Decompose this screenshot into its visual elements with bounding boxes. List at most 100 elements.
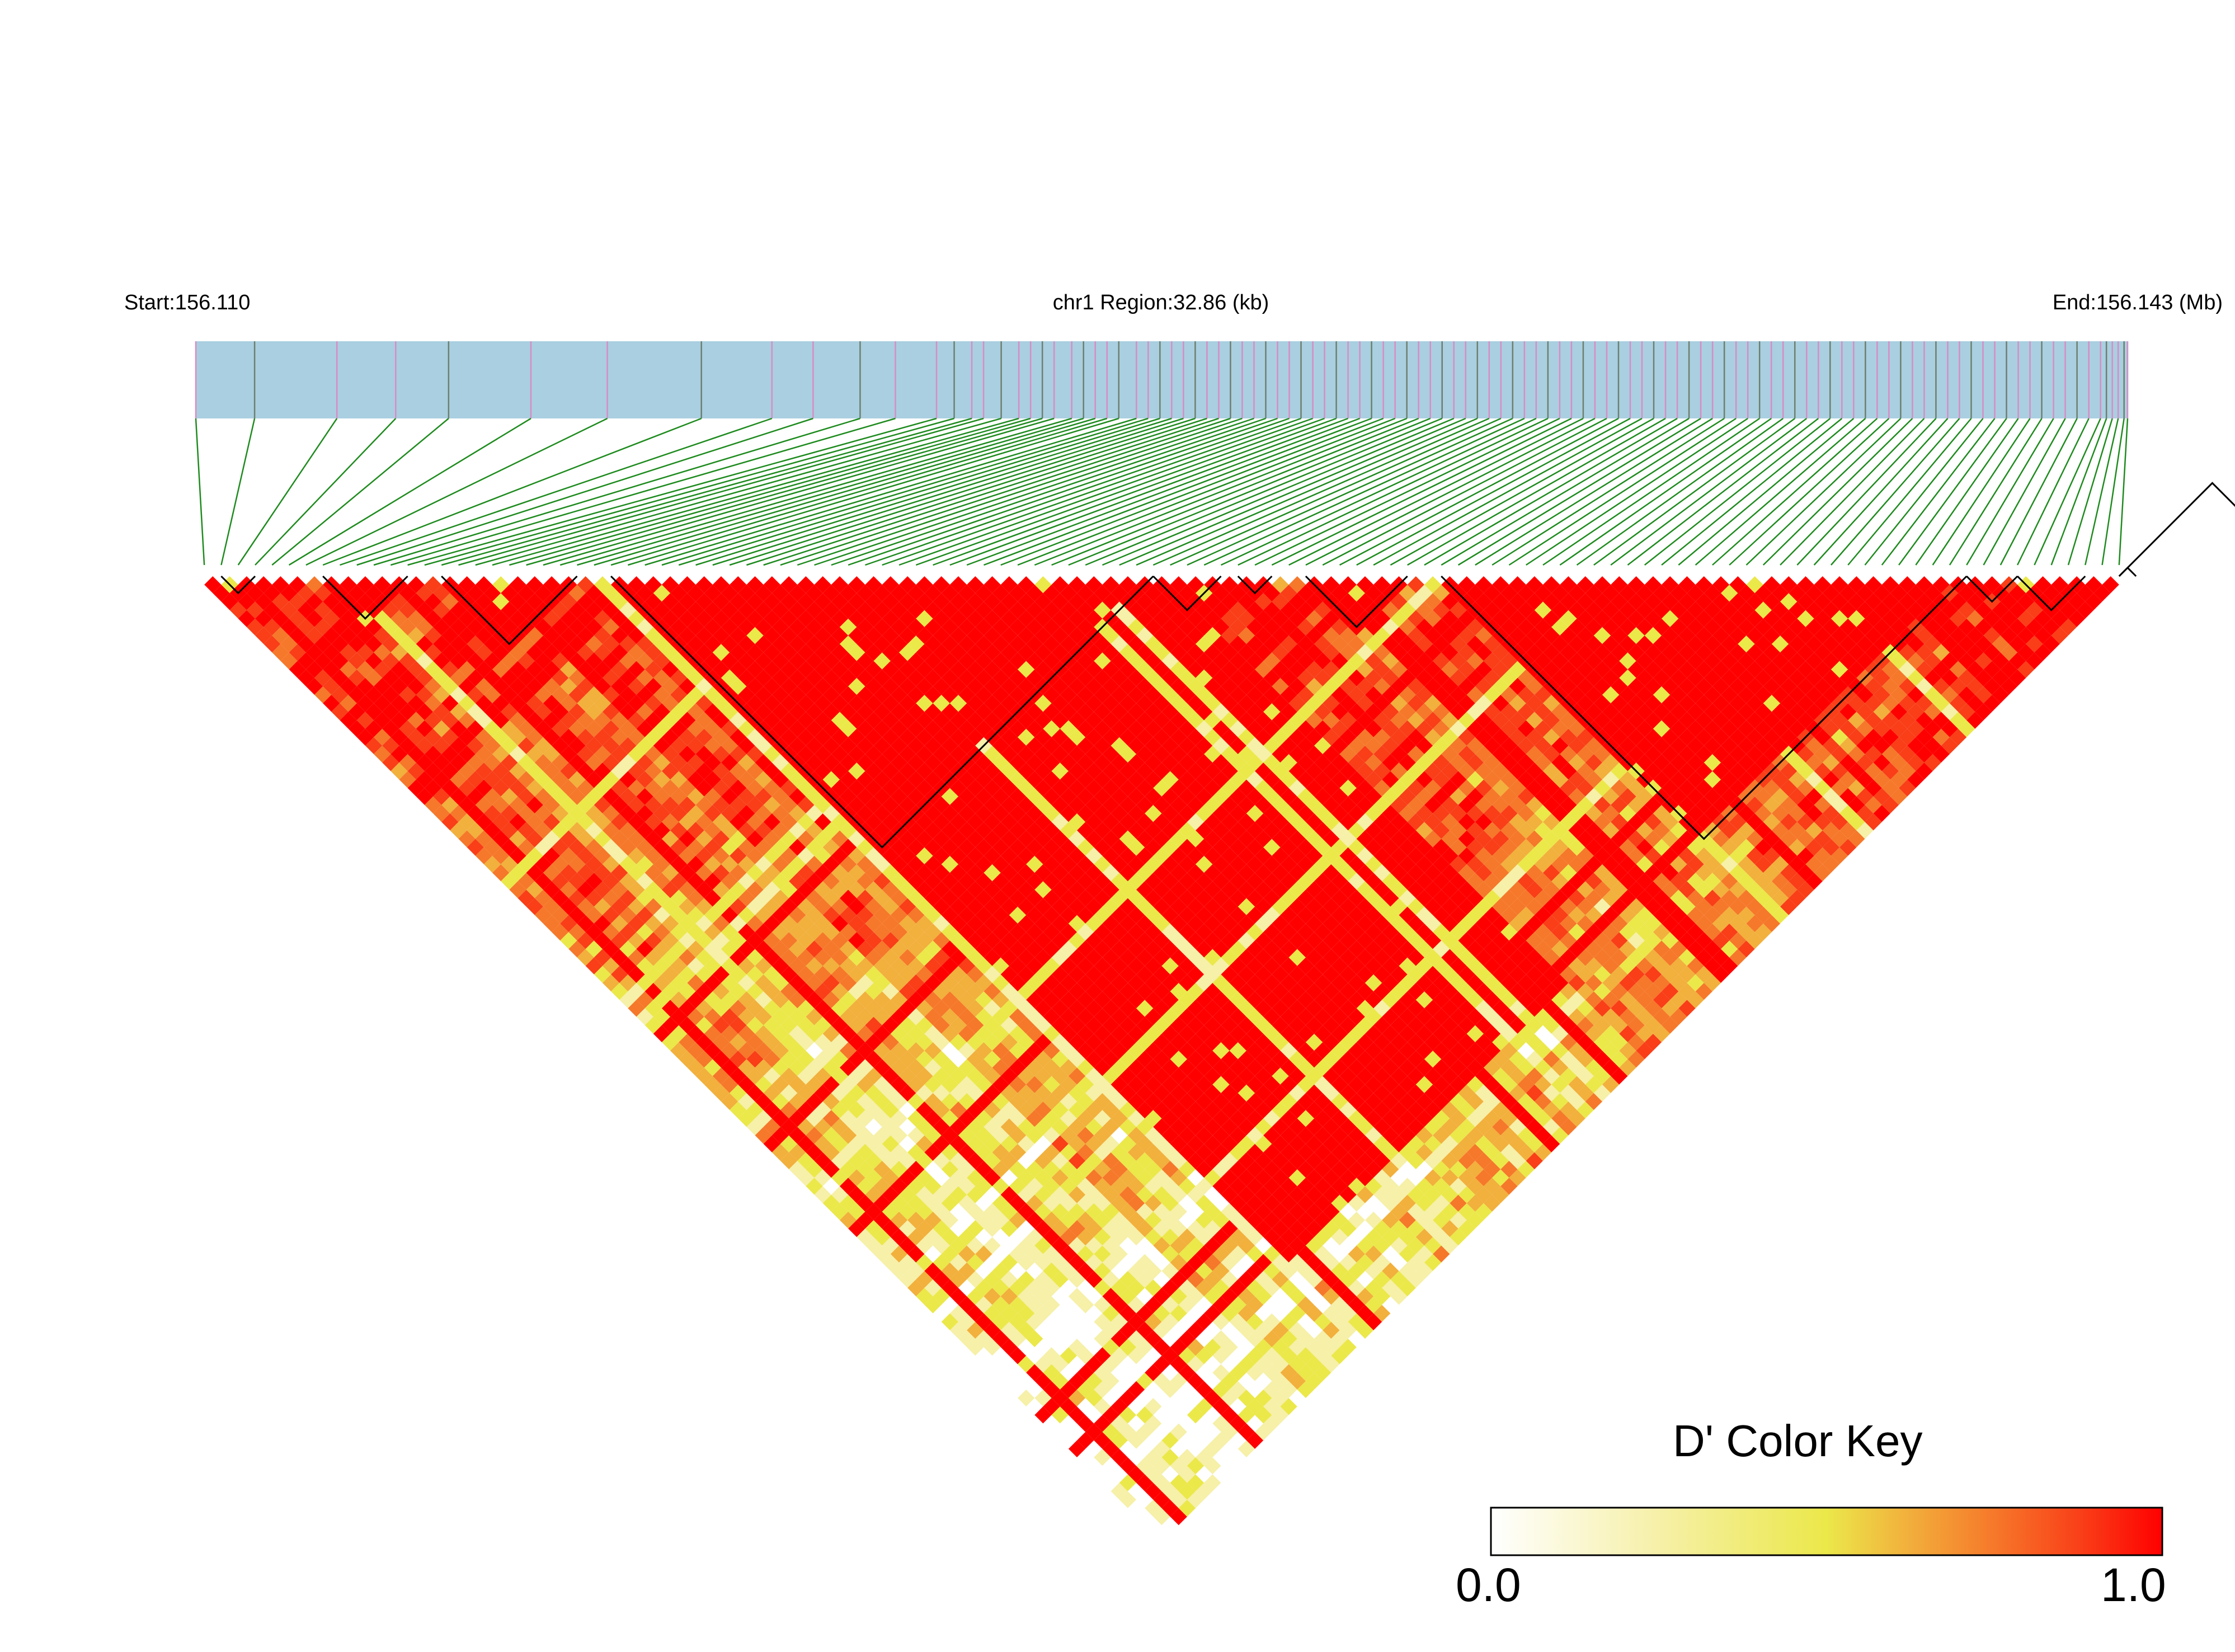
- ld-cell: [1373, 864, 1391, 882]
- ld-cell: [1111, 873, 1128, 890]
- ld-cell: [1085, 1237, 1103, 1254]
- ld-cell: [840, 585, 857, 602]
- ld-cell: [1161, 822, 1179, 839]
- ld-cell: [1170, 610, 1187, 627]
- ld-cell: [814, 644, 831, 661]
- ld-cell: [1051, 610, 1069, 627]
- ld-cell: [1085, 830, 1103, 848]
- ld-cell: [1145, 686, 1162, 704]
- ld-cell: [534, 652, 552, 670]
- ld-cell: [924, 906, 942, 924]
- ld-cell: [1196, 906, 1213, 924]
- ld-cell: [1297, 974, 1315, 992]
- ld-cell: [1407, 1051, 1424, 1068]
- ld-cell: [1509, 966, 1526, 983]
- ld-cell: [255, 593, 272, 610]
- ld-cell: [1145, 1245, 1162, 1263]
- ld-cell: [1407, 898, 1424, 915]
- ld-cell: [1161, 1499, 1179, 1517]
- ld-cell: [1026, 1110, 1043, 1127]
- ld-cell: [890, 940, 908, 958]
- ld-cell: [1263, 788, 1281, 805]
- ld-cell: [924, 1211, 942, 1229]
- ld-cell: [941, 1229, 959, 1246]
- ld-cell: [1288, 864, 1306, 882]
- ld-cell: [1145, 1448, 1162, 1466]
- ld-cell: [1364, 1279, 1382, 1297]
- ld-cell: [552, 906, 569, 924]
- ld-cell: [704, 1042, 721, 1060]
- ld-cell: [840, 1127, 857, 1144]
- ld-cell: [1196, 1042, 1213, 1060]
- ld-cell: [407, 728, 425, 746]
- ld-cell: [1323, 898, 1340, 915]
- snp-connector-line: [322, 417, 702, 566]
- ld-cell: [1000, 1000, 1018, 1017]
- ld-cell: [1026, 1398, 1043, 1415]
- ld-cell: [1136, 1389, 1154, 1407]
- ld-cell: [975, 1008, 992, 1025]
- ld-cell: [1246, 771, 1264, 788]
- snp-connector-line: [729, 417, 1196, 566]
- ld-cell: [1026, 889, 1043, 907]
- ld-cell: [907, 1262, 925, 1280]
- snp-connector-line: [1102, 417, 1455, 566]
- ld-cell: [1136, 1372, 1154, 1390]
- ld-cell: [865, 966, 882, 983]
- ld-cell: [992, 1330, 1009, 1348]
- ld-cell: [704, 585, 721, 602]
- ld-cell: [1517, 974, 1535, 992]
- ld-cell: [1102, 1372, 1119, 1390]
- ld-cell: [1204, 1135, 1221, 1152]
- ld-cell: [890, 889, 908, 907]
- ld-cell: [1051, 1051, 1069, 1068]
- ld-cell: [763, 1016, 780, 1034]
- ld-cell: [1577, 1101, 1594, 1119]
- ld-cell: [1246, 1059, 1264, 1076]
- ld-cell: [1221, 1457, 1238, 1475]
- ld-cell: [1526, 1033, 1544, 1051]
- ld-cell: [730, 1101, 747, 1119]
- ld-cell: [1526, 1067, 1544, 1085]
- ld-cell: [1196, 1432, 1213, 1449]
- ld-cell: [1373, 813, 1391, 831]
- ld-cell: [475, 728, 493, 746]
- ld-cell: [1212, 873, 1230, 890]
- ld-cell: [1026, 804, 1043, 822]
- snp-connector-line: [526, 417, 1043, 566]
- ld-cell: [1238, 932, 1255, 949]
- ld-cell: [568, 923, 586, 941]
- ld-cell: [483, 669, 501, 686]
- ld-cell: [1280, 1194, 1297, 1212]
- ld-cell: [941, 1262, 959, 1280]
- ld-cell: [1221, 881, 1238, 898]
- ld-cell: [1373, 1067, 1391, 1085]
- ld-cell: [949, 1237, 967, 1254]
- ld-cell: [483, 804, 501, 822]
- ld-cell: [568, 652, 586, 670]
- ld-cell: [1263, 873, 1281, 890]
- ld-cell: [924, 804, 942, 822]
- ld-cell: [297, 618, 315, 636]
- ld-cell: [340, 576, 357, 594]
- ld-cell: [1153, 661, 1170, 678]
- ld-cell: [1348, 1076, 1365, 1093]
- ld-cell: [1085, 1440, 1103, 1458]
- ld-cell: [1348, 1110, 1365, 1127]
- ld-cell: [1221, 1186, 1238, 1203]
- ld-cell: [1026, 618, 1043, 636]
- ld-cell: [1000, 1101, 1018, 1119]
- ld-cell: [822, 1143, 840, 1161]
- ld-cell: [1305, 1135, 1323, 1152]
- ld-cell: [1068, 1372, 1086, 1390]
- ld-cell: [1424, 966, 1442, 983]
- snp-connector-line: [1915, 418, 2019, 566]
- snp-connector-line: [797, 417, 1243, 566]
- ld-cell: [1560, 1067, 1577, 1085]
- ld-cell: [1297, 1093, 1315, 1110]
- snp-connector-line: [1729, 418, 1890, 566]
- ld-cell: [1450, 906, 1467, 924]
- ld-cell: [890, 923, 908, 941]
- ld-cell: [475, 830, 493, 848]
- ld-cell: [924, 991, 942, 1009]
